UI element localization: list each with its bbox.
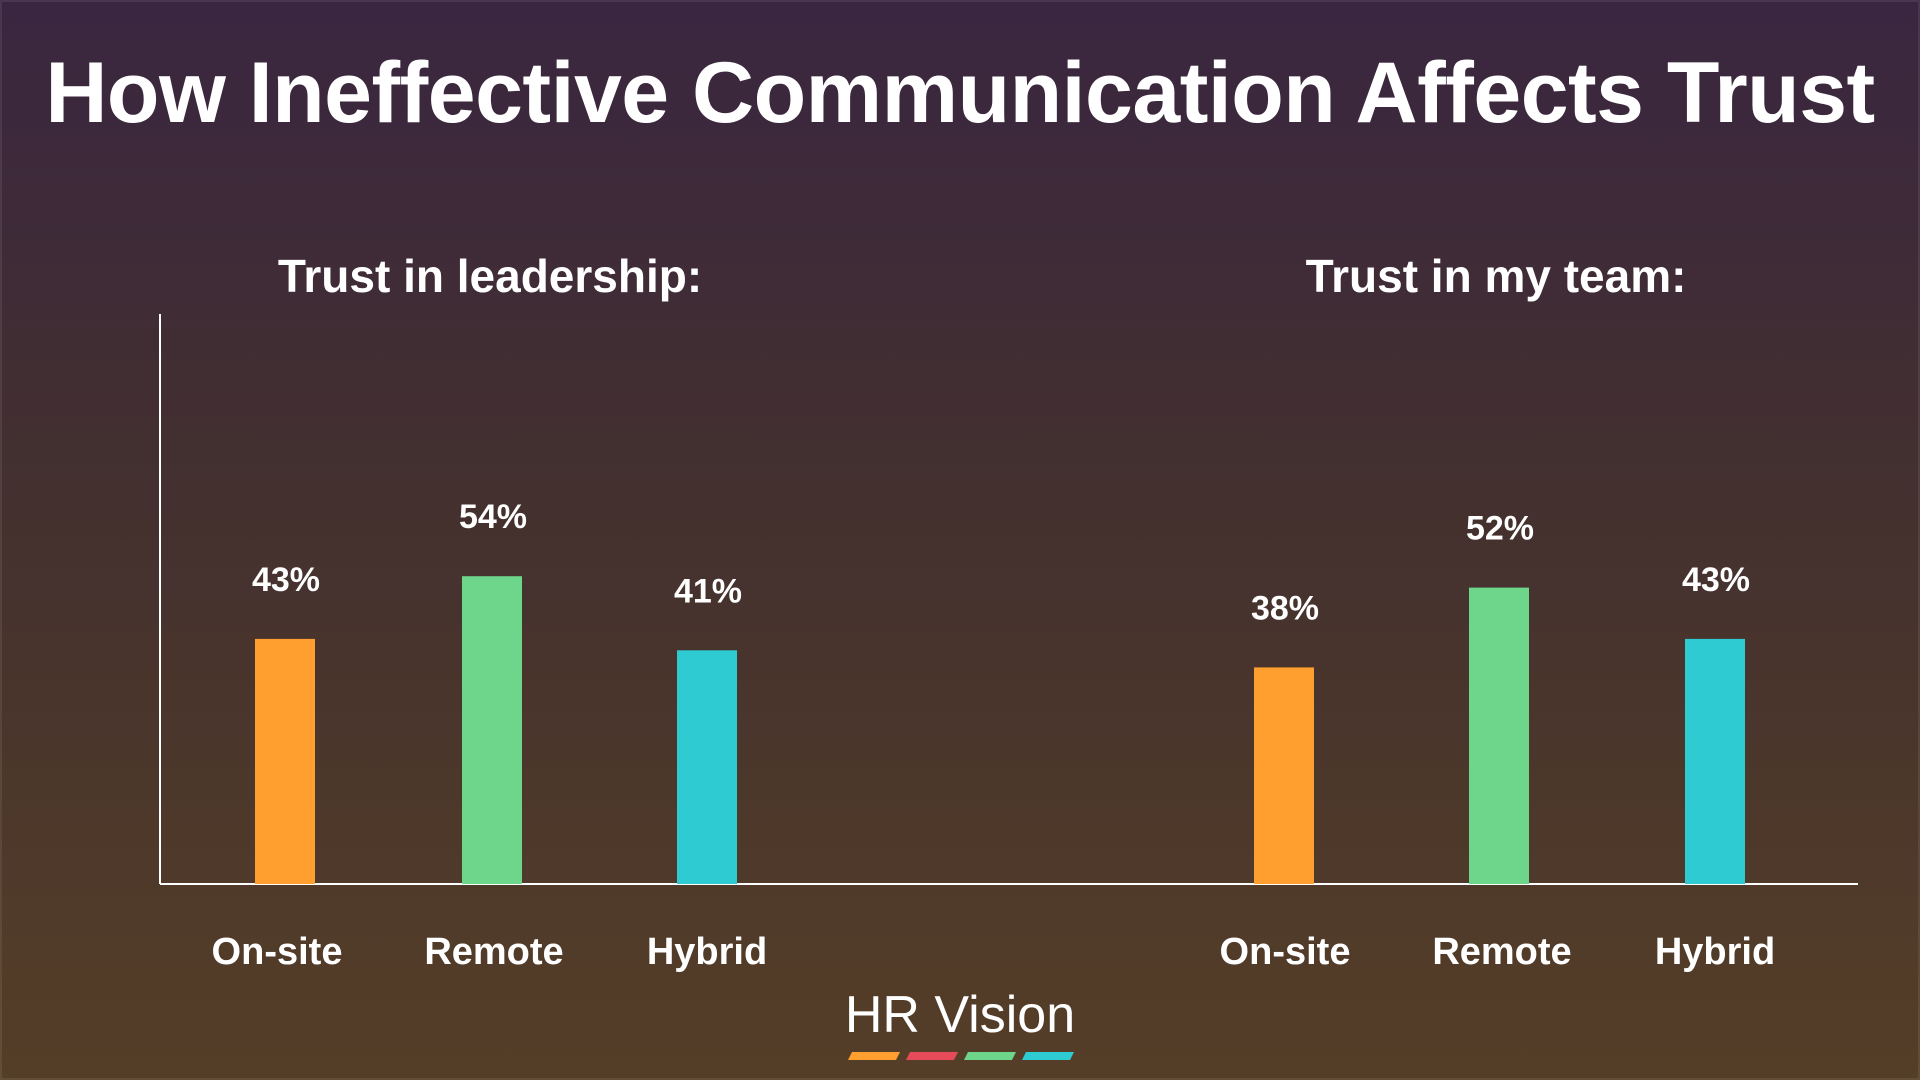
- bar-hybrid: [677, 650, 737, 884]
- x-tick-label: Remote: [424, 931, 563, 973]
- bar-on-site: [1254, 667, 1314, 884]
- bar-remote: [462, 576, 522, 884]
- brand-stripe: [848, 1052, 900, 1060]
- data-label: 38%: [1251, 589, 1319, 627]
- data-label: 54%: [459, 498, 527, 536]
- panel-title: Trust in leadership:: [278, 250, 702, 302]
- bar-remote: [1469, 587, 1529, 884]
- data-label: 41%: [674, 572, 742, 610]
- x-tick-label: Remote: [1432, 931, 1571, 973]
- x-tick-label: On-site: [212, 931, 343, 973]
- brand-stripe: [1022, 1052, 1074, 1060]
- x-tick-label: On-site: [1220, 931, 1351, 973]
- data-label: 52%: [1466, 510, 1534, 548]
- x-tick-label: Hybrid: [647, 931, 767, 973]
- brand-logo: HR Vision: [0, 985, 1920, 1045]
- brand-stripes: [848, 1052, 1074, 1060]
- bar-on-site: [255, 638, 315, 884]
- data-label: 43%: [1682, 561, 1750, 599]
- page-title: How Ineffective Communication Affects Tr…: [45, 45, 1875, 141]
- brand-stripe: [906, 1052, 958, 1060]
- x-tick-label: Hybrid: [1655, 931, 1775, 973]
- data-label: 43%: [252, 561, 320, 599]
- panel-title: Trust in my team:: [1306, 250, 1687, 302]
- brand-stripe: [964, 1052, 1016, 1060]
- bar-hybrid: [1685, 638, 1745, 884]
- brand-name: HR Vision: [844, 986, 1076, 1044]
